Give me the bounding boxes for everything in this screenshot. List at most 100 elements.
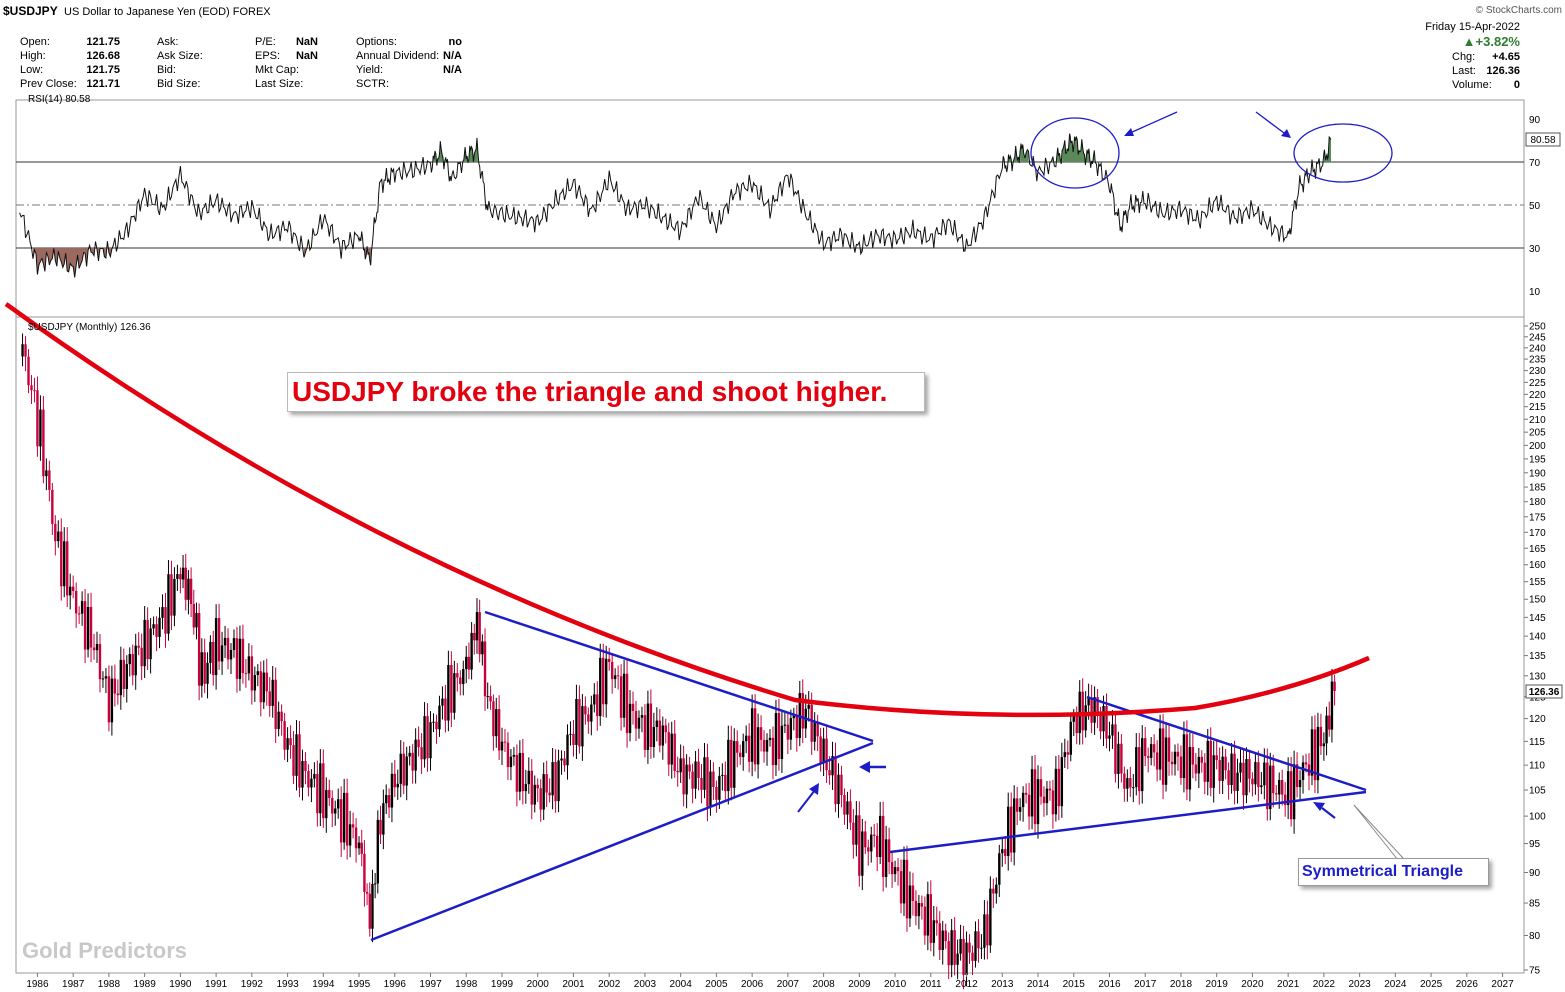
price-candle-body <box>554 761 557 802</box>
price-tick-label: 120 <box>1529 714 1546 725</box>
price-candle-body <box>373 883 377 885</box>
price-candle-body <box>1120 743 1123 774</box>
price-candle-body <box>453 673 456 713</box>
price-candle-body <box>953 930 956 965</box>
price-candle-body <box>512 755 516 757</box>
price-tick-label: 105 <box>1529 786 1546 797</box>
price-candle-body <box>613 675 617 680</box>
price-candle-body <box>1257 762 1260 788</box>
price-candle-body <box>846 801 849 815</box>
x-tick-label: 1986 <box>26 979 49 990</box>
price-candle-body <box>195 613 198 628</box>
price-candle-body <box>956 953 959 965</box>
price-candle-body <box>286 738 289 750</box>
price-candle-body <box>478 612 481 655</box>
price-candle-body <box>581 706 584 747</box>
price-candle-body <box>1230 753 1233 786</box>
price-tick-label: 115 <box>1529 737 1545 748</box>
price-candle-body <box>119 659 123 696</box>
x-tick-label: 2004 <box>670 979 693 990</box>
price-tick-label: 145 <box>1529 613 1546 624</box>
price-candle-body <box>1286 771 1290 806</box>
price-candle-body <box>816 722 819 737</box>
rsi-oversold-fill <box>32 248 89 278</box>
price-candle-body <box>768 737 772 741</box>
price-candle-body <box>1027 794 1031 817</box>
price-candle-body <box>360 842 363 854</box>
x-tick-label: 1998 <box>455 979 478 990</box>
x-tick-label: 1999 <box>491 979 514 990</box>
price-candle-body <box>1292 764 1296 820</box>
price-candle-body <box>1280 779 1284 795</box>
price-candle-body <box>625 673 629 734</box>
price-candle-body <box>376 819 380 884</box>
price-candle-body <box>143 619 146 667</box>
rsi-oversold-fill <box>303 248 307 258</box>
price-candle-body <box>631 703 635 711</box>
price-candle-body <box>495 709 498 737</box>
price-candle-body <box>259 671 262 703</box>
x-tick-label: 1997 <box>419 979 442 990</box>
price-candle-body <box>1090 697 1093 723</box>
price-candle-body <box>968 942 971 953</box>
price-candle-body <box>858 815 861 876</box>
price-candle-body <box>146 619 149 660</box>
price-candle-body <box>777 713 781 760</box>
price-candle-body <box>365 891 369 894</box>
price-candle-body <box>983 914 986 948</box>
volume-label: Volume: <box>1452 79 1492 91</box>
price-candle-body <box>128 653 131 665</box>
price-candle-body <box>411 752 414 771</box>
price-candle-body <box>1161 728 1165 785</box>
price-candle-body <box>536 784 539 789</box>
price-candle-body <box>1248 759 1251 779</box>
price-candle-body <box>878 815 882 858</box>
price-panel <box>15 316 1525 974</box>
price-candle-body <box>368 893 371 929</box>
label-pointer-line <box>1353 804 1404 859</box>
price-candle-body <box>682 758 685 795</box>
price-candle-body <box>217 618 221 662</box>
price-candle-body <box>849 801 852 823</box>
x-tick-label: 2021 <box>1277 979 1300 990</box>
price-candle-body <box>1212 755 1215 788</box>
price-candle-body <box>223 637 227 646</box>
rsi-panel <box>15 99 1525 318</box>
price-candle-body <box>481 641 484 655</box>
price-candle-body <box>1310 729 1314 776</box>
price-candle-body <box>1215 755 1218 761</box>
price-candle-body <box>51 489 54 524</box>
x-tick-label: 2000 <box>527 979 550 990</box>
x-tick-label: 1992 <box>241 979 264 990</box>
rsi-tick-label: 70 <box>1529 158 1541 169</box>
price-candle-body <box>521 752 525 792</box>
price-candle-body <box>557 760 560 802</box>
price-candle-body <box>950 930 953 966</box>
price-candle-body <box>1036 779 1040 825</box>
price-candle-body <box>1093 697 1096 723</box>
x-tick-label: 1987 <box>62 979 85 990</box>
price-candle-body <box>21 344 24 357</box>
price-candle-body <box>465 656 468 670</box>
price-candle-body <box>322 763 325 819</box>
price-candle-body <box>101 678 105 680</box>
price-candle-body <box>1289 771 1293 820</box>
price-candle-body <box>1087 697 1090 706</box>
price-candle-body <box>718 775 721 800</box>
price-candle-body <box>980 947 983 949</box>
price-candle-body <box>831 755 834 776</box>
price-candle-body <box>867 847 870 852</box>
price-tick-label: 170 <box>1529 528 1546 539</box>
price-candle-body <box>640 715 644 718</box>
price-tick-label: 100 <box>1529 812 1546 823</box>
rsi-arrow-1-line <box>1129 111 1178 134</box>
price-tick-label: 210 <box>1529 415 1546 426</box>
price-candle-body <box>1333 681 1336 691</box>
price-candle-body <box>89 607 93 648</box>
price-candle-body <box>1164 737 1168 785</box>
price-candle-body <box>902 859 906 904</box>
price-tick-label: 180 <box>1529 497 1546 508</box>
price-candle-body <box>483 641 487 697</box>
x-tick-label: 1993 <box>276 979 299 990</box>
price-candle-body <box>212 641 215 676</box>
